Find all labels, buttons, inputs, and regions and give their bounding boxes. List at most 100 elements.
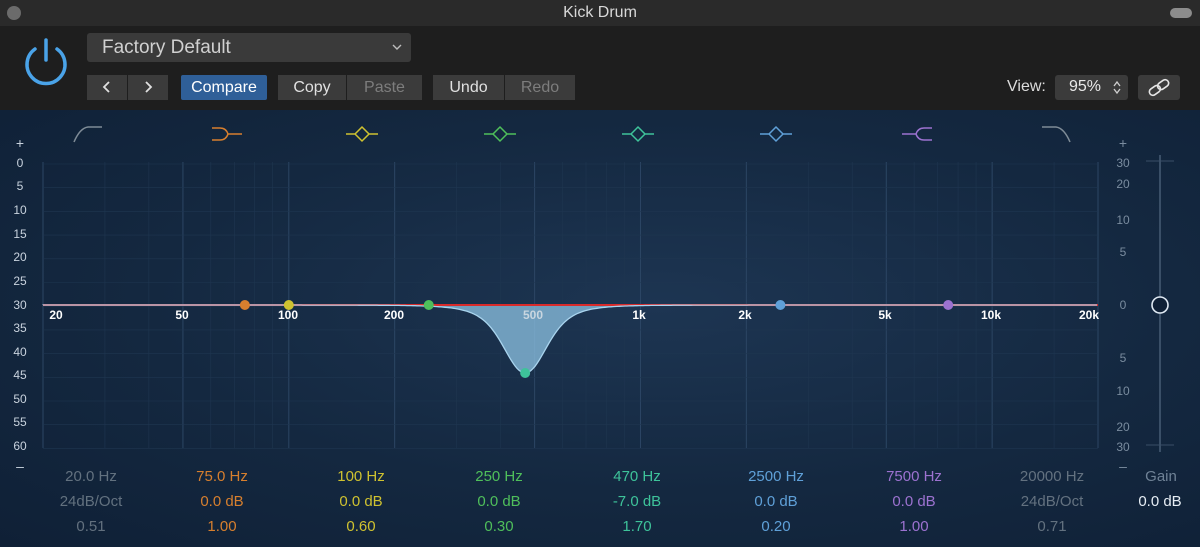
band-5-freq[interactable]: 470 Hz [613, 468, 661, 485]
gain-scale-tick: 20 [13, 250, 27, 264]
window-title: Kick Drum [563, 4, 637, 21]
window-toggle-button[interactable] [1170, 8, 1192, 18]
gain-scale-tick: 10 [13, 203, 27, 217]
right-scale-tick: 10 [1116, 213, 1130, 227]
band-handle[interactable] [239, 300, 250, 310]
freq-label: 200 [383, 308, 405, 322]
freq-label: 5k [878, 308, 892, 322]
band-1-freq[interactable]: 20.0 Hz [65, 468, 117, 485]
link-icon [1148, 78, 1170, 97]
up-down-arrows-icon [1113, 80, 1121, 95]
link-button[interactable] [1138, 75, 1180, 100]
band-4-gain[interactable]: 0.0 dB [477, 493, 521, 510]
compare-button[interactable]: Compare [181, 75, 267, 100]
band-3-q[interactable]: 0.60 [346, 518, 376, 535]
next-preset-button[interactable] [128, 75, 168, 100]
view-size-selector[interactable]: 95% [1055, 75, 1128, 100]
freq-label: 100 [277, 308, 299, 322]
power-button[interactable] [20, 36, 72, 88]
band-8-q[interactable]: 0.71 [1037, 518, 1067, 535]
band-7-q[interactable]: 1.00 [899, 518, 929, 535]
right-scale-plus: + [1118, 135, 1128, 151]
output-gain-value[interactable]: 0.0 dB [1138, 493, 1182, 510]
low-cut-icon[interactable] [70, 122, 106, 146]
gain-scale-tick: 50 [13, 392, 27, 406]
freq-label: 50 [175, 308, 189, 322]
band-2-freq[interactable]: 75.0 Hz [196, 468, 248, 485]
gain-scale-tick: 5 [16, 179, 24, 193]
right-scale-minus: – [1119, 458, 1127, 474]
right-scale-tick: 20 [1116, 177, 1130, 191]
eq-graph[interactable] [0, 110, 1200, 547]
scale-minus: – [16, 458, 24, 474]
band-7-gain[interactable]: 0.0 dB [892, 493, 936, 510]
band-6-freq[interactable]: 2500 Hz [748, 468, 804, 485]
band-handle[interactable] [943, 300, 954, 310]
bell-icon[interactable] [344, 122, 380, 146]
gain-scale-tick: 45 [13, 368, 27, 382]
chevron-right-icon [145, 81, 153, 93]
band-8-gain[interactable]: 24dB/Oct [1020, 493, 1084, 510]
high-cut-icon[interactable] [1038, 122, 1074, 146]
gain-scale-tick: 15 [13, 227, 27, 241]
preset-name: Factory Default [102, 37, 231, 58]
right-scale-tick: 10 [1116, 384, 1130, 398]
copy-button[interactable]: Copy [278, 75, 346, 100]
band-3-freq[interactable]: 100 Hz [337, 468, 385, 485]
gain-scale-tick: 40 [13, 345, 27, 359]
band-1-gain[interactable]: 24dB/Oct [59, 493, 123, 510]
freq-label: 2k [738, 308, 752, 322]
band-handle[interactable] [775, 300, 786, 310]
right-scale-tick: 5 [1119, 351, 1127, 365]
undo-button[interactable]: Undo [433, 75, 504, 100]
band-5-gain[interactable]: -7.0 dB [612, 493, 662, 510]
freq-label: 1k [632, 308, 646, 322]
eq-panel: + 0 5 10 15 20 25 30 35 40 45 50 55 60 – + 30 20 10 5 0 5… [0, 110, 1200, 547]
bell-icon[interactable] [482, 122, 518, 146]
right-scale-tick: 5 [1119, 245, 1127, 259]
view-size-value: 95% [1069, 78, 1102, 95]
gain-scale-tick: 25 [13, 274, 27, 288]
gain-slider-handle[interactable] [1151, 296, 1169, 314]
title-bar: Kick Drum [0, 0, 1200, 26]
gain-scale-tick: 55 [13, 415, 27, 429]
band-4-freq[interactable]: 250 Hz [475, 468, 523, 485]
right-scale-tick: 0 [1119, 298, 1127, 312]
chevron-down-icon [392, 44, 402, 50]
band-2-q[interactable]: 1.00 [207, 518, 237, 535]
band-5-q[interactable]: 1.70 [622, 518, 652, 535]
bell-icon[interactable] [758, 122, 794, 146]
band-7-freq[interactable]: 7500 Hz [886, 468, 942, 485]
band-6-gain[interactable]: 0.0 dB [754, 493, 798, 510]
output-gain-label: Gain [1145, 468, 1177, 485]
gain-scale-tick: 30 [13, 298, 27, 312]
freq-label: 20k [1078, 308, 1100, 322]
previous-preset-button[interactable] [87, 75, 127, 100]
band-2-gain[interactable]: 0.0 dB [200, 493, 244, 510]
freq-label: 500 [522, 308, 544, 322]
high-shelf-icon[interactable] [900, 122, 936, 146]
gain-scale-tick: 60 [13, 439, 27, 453]
close-window-button[interactable] [7, 6, 21, 20]
band-4-q[interactable]: 0.30 [484, 518, 514, 535]
gain-scale-tick: 35 [13, 321, 27, 335]
low-shelf-icon[interactable] [208, 122, 244, 146]
right-scale-tick: 30 [1116, 440, 1130, 454]
band-8-freq[interactable]: 20000 Hz [1019, 468, 1085, 485]
gain-scale-tick: 0 [16, 156, 24, 170]
right-scale-tick: 20 [1116, 420, 1130, 434]
chevron-left-icon [102, 81, 110, 93]
band-3-gain[interactable]: 0.0 dB [339, 493, 383, 510]
preset-dropdown[interactable]: Factory Default [87, 33, 411, 62]
band-handle[interactable] [283, 300, 294, 310]
freq-label: 10k [980, 308, 1002, 322]
freq-label: 20 [49, 308, 63, 322]
bell-icon[interactable] [620, 122, 656, 146]
redo-button[interactable]: Redo [505, 75, 575, 100]
band-1-q[interactable]: 0.51 [76, 518, 106, 535]
band-handle[interactable] [423, 300, 434, 310]
scale-plus: + [15, 135, 25, 151]
paste-button[interactable]: Paste [347, 75, 422, 100]
band-6-q[interactable]: 0.20 [761, 518, 791, 535]
band-handle[interactable] [520, 368, 531, 378]
